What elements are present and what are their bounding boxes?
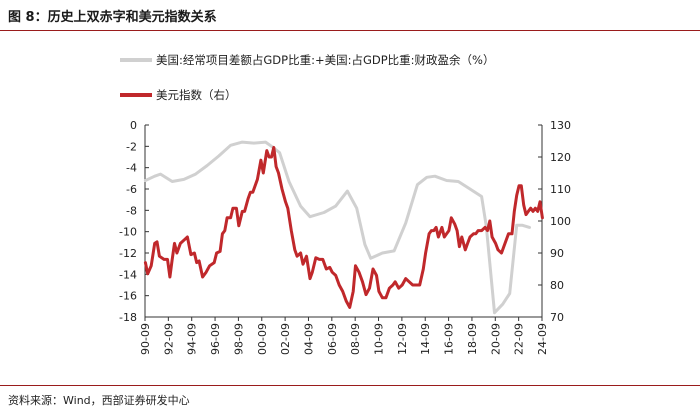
source-note: 资料来源：Wind，西部证券研发中心 bbox=[8, 394, 190, 407]
x-tick-label: 00-09 bbox=[256, 323, 269, 355]
x-tick-label: 14-09 bbox=[419, 323, 432, 355]
y-left-tick-label: -12 bbox=[119, 247, 137, 260]
y-left-tick-label: -8 bbox=[126, 204, 137, 217]
series-line-deficit-pct-gdp bbox=[143, 140, 531, 315]
x-tick-label: 12-09 bbox=[396, 323, 409, 355]
series-line-dollar-index bbox=[143, 145, 544, 309]
y-left-tick-label: -10 bbox=[119, 226, 137, 239]
title-rule bbox=[0, 30, 700, 31]
x-tick-label: 94-09 bbox=[186, 323, 199, 355]
footer-rule bbox=[0, 385, 700, 386]
y-right-tick-label: 80 bbox=[550, 279, 564, 292]
dual-axis-line-chart: 美国:经常项目差额占GDP比重:+美国:占GDP比重:财政盈余（%） 美元指数（… bbox=[119, 53, 571, 355]
y-right-tick-label: 130 bbox=[550, 119, 571, 132]
y-right-tick-label: 100 bbox=[550, 215, 571, 228]
legend-label-deficit: 美国:经常项目差额占GDP比重:+美国:占GDP比重:财政盈余（%） bbox=[156, 53, 494, 67]
legend-label-dxy: 美元指数（右） bbox=[156, 88, 237, 102]
x-tick-label: 98-09 bbox=[232, 323, 245, 355]
y-left-tick-label: 0 bbox=[130, 119, 137, 132]
x-tick-label: 06-09 bbox=[326, 323, 339, 355]
x-tick-label: 10-09 bbox=[373, 323, 386, 355]
y-right-tick-label: 70 bbox=[550, 311, 564, 324]
x-tick-label: 08-09 bbox=[349, 323, 362, 355]
y-right-tick-label: 110 bbox=[550, 183, 571, 196]
x-tick-label: 96-09 bbox=[209, 323, 222, 355]
x-tick-label: 22-09 bbox=[513, 323, 526, 355]
x-tick-label: 02-09 bbox=[279, 323, 292, 355]
chart-legend: 美国:经常项目差额占GDP比重:+美国:占GDP比重:财政盈余（%） 美元指数（… bbox=[120, 53, 494, 102]
y-left-tick-label: -18 bbox=[119, 311, 137, 324]
y-left-tick-label: -2 bbox=[126, 140, 137, 153]
y-right-tick-label: 120 bbox=[550, 151, 571, 164]
x-tick-label: 92-09 bbox=[162, 323, 175, 355]
x-tick-label: 04-09 bbox=[302, 323, 315, 355]
page-title: 图 8：历史上双赤字和美元指数关系 bbox=[8, 10, 217, 25]
y-right-tick-label: 90 bbox=[550, 247, 564, 260]
x-tick-label: 20-09 bbox=[489, 323, 502, 355]
y-left-tick-label: -16 bbox=[119, 290, 137, 303]
x-tick-label: 18-09 bbox=[466, 323, 479, 355]
y-left-tick-label: -4 bbox=[126, 162, 137, 175]
x-tick-label: 16-09 bbox=[443, 323, 456, 355]
x-tick-label: 24-09 bbox=[536, 323, 549, 355]
x-tick-label: 90-09 bbox=[139, 323, 152, 355]
y-left-tick-label: -6 bbox=[126, 183, 137, 196]
y-left-tick-label: -14 bbox=[119, 268, 137, 281]
